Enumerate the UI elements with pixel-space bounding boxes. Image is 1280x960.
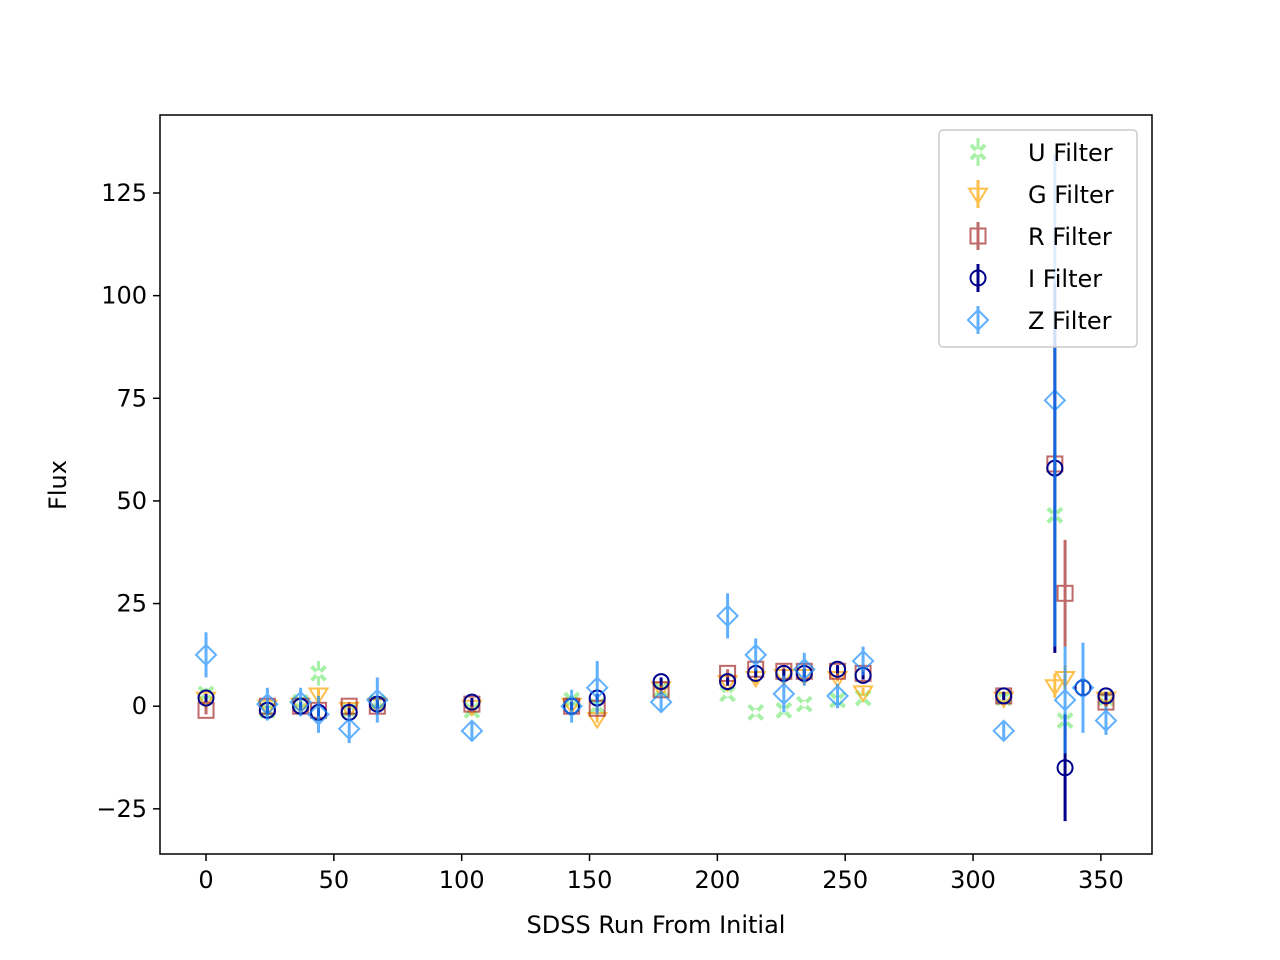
legend-marker [969,227,987,245]
data-point [649,690,673,714]
x-tick-label: 250 [822,866,868,894]
legend-box [938,129,1138,348]
data-point [829,660,847,678]
legend-marker [967,187,989,205]
legend-label: G Filter [1028,181,1114,209]
data-point [1071,676,1095,700]
data-point [992,719,1016,743]
legend-item [969,138,987,166]
legend-marker [969,269,987,287]
data-point [195,691,217,709]
plot-area [194,154,1118,822]
legend-marker [969,143,987,161]
data-point [747,703,765,721]
legend-item [966,306,990,334]
y-tick-label: 100 [101,282,147,310]
data-point [1056,759,1074,777]
data-point [194,643,218,667]
x-tick-label: 200 [694,866,740,894]
data-point [365,688,389,712]
data-point [744,643,768,667]
y-tick-label: 125 [101,179,147,207]
legend-label: R Filter [1028,223,1112,251]
data-point [1044,679,1066,697]
plot-frame [159,114,1153,855]
data-point [1097,687,1115,705]
data-point [1053,688,1077,712]
legend-item [967,180,989,208]
data-point [852,685,874,703]
data-point [716,604,740,628]
data-point [652,673,670,691]
data-point [1094,709,1118,732]
y-tick-label: 25 [116,590,147,618]
data-point [772,682,796,706]
x-axis: 0 50 100 150 200 250 300 350 [198,854,1124,894]
data-point [307,702,330,726]
data-point [560,694,584,718]
y-axis-label: Flux [44,460,72,510]
y-tick-label: −25 [96,795,147,823]
data-point [307,687,330,705]
legend: U Filter G Filter R Filter I Filter Z Filter [938,129,1138,348]
legend-label: I Filter [1028,265,1102,293]
data-point [463,693,481,711]
data-point [792,657,816,681]
data-point [995,687,1013,705]
x-axis-label: SDSS Run From Initial [527,911,786,939]
data-point [337,717,361,741]
data-point [795,695,813,713]
x-tick-label: 300 [950,866,996,894]
data-point [255,692,279,716]
legend-label: Z Filter [1028,307,1112,335]
legend-marker [966,308,990,332]
data-point [719,685,737,703]
y-tick-label: 50 [116,487,147,515]
legend-label: U Filter [1028,139,1113,167]
x-tick-label: 100 [439,866,485,894]
data-point [197,701,215,719]
data-point [851,649,875,673]
data-point [826,684,849,708]
data-point [460,719,484,743]
data-point [1056,584,1074,602]
data-point [289,690,313,714]
x-tick-label: 0 [198,866,213,894]
y-axis: −25 0 25 50 75 100 125 [96,179,160,823]
x-tick-label: 150 [567,866,613,894]
x-tick-label: 350 [1078,866,1124,894]
y-tick-label: 75 [116,384,147,412]
data-point [1043,388,1067,412]
series-z-filter [194,154,1118,754]
legend-item [969,264,987,292]
data-point [585,676,609,700]
data-point [310,664,327,682]
legend-item [969,222,987,250]
x-tick-label: 50 [319,866,350,894]
data-point [197,689,215,707]
data-point [719,673,737,691]
y-tick-label: 0 [132,692,147,720]
